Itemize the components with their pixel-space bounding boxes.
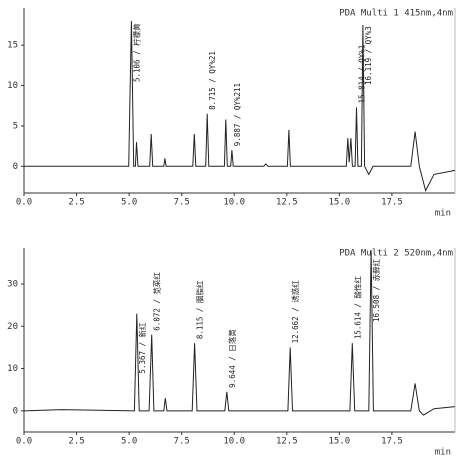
peak-label: 8.115 / 胭脂红 xyxy=(195,280,205,339)
peak-label: 16.508 / 赤藓红 xyxy=(371,258,381,322)
peak-label: 16.119 / QY%3 xyxy=(364,26,373,85)
x-tick-label: 12.5 xyxy=(276,437,298,447)
x-tick-label: 15.0 xyxy=(329,437,351,447)
peak-label: 9.887 / QY%211 xyxy=(233,83,242,146)
x-tick-label: 0.0 xyxy=(16,198,32,208)
x-tick-label: 5.0 xyxy=(121,437,137,447)
y-tick-label: 0 xyxy=(13,162,18,172)
chart-panel: 0 10 20 30 0.0 2.5 5.0 7.5 10.0 12.5 15.0 17.5 min PD… xyxy=(7,248,456,458)
trace xyxy=(24,20,456,192)
x-tick-label: 2.5 xyxy=(68,198,84,208)
x-tick-label: 15.0 xyxy=(329,198,351,208)
x-tick-label: 0.0 xyxy=(16,437,32,447)
peak-label: 9.644 / 日落黄 xyxy=(227,329,237,388)
chart-title: PDA Multi 1 415nm,4nm xyxy=(339,9,453,19)
peak-label: 15.814 / QY%1 xyxy=(357,45,366,104)
y-tick-label: 10 xyxy=(7,364,18,374)
y-tick-label: 30 xyxy=(7,279,18,289)
y-tick-label: 10 xyxy=(7,81,18,91)
x-tick-label: 7.5 xyxy=(174,198,190,208)
peak-label: 6.072 / 苋菜红 xyxy=(152,272,162,331)
x-tick-label: 10.0 xyxy=(223,437,245,447)
chart-title: PDA Multi 2 520nm,4nm xyxy=(339,249,453,259)
x-axis-label: min xyxy=(435,448,451,458)
y-tick-label: 20 xyxy=(7,322,18,332)
peak-label: 15.614 / 酸性红 xyxy=(352,276,362,340)
peak-label: 5.367 / 新红 xyxy=(137,322,147,374)
x-tick-label: 7.5 xyxy=(174,437,190,447)
y-tick-label: 15 xyxy=(7,41,18,51)
x-tick-label: 2.5 xyxy=(68,437,84,447)
x-axis-label: min xyxy=(435,209,451,219)
y-tick-label: 0 xyxy=(13,406,18,416)
y-tick-label: 5 xyxy=(13,121,18,131)
peak-label: 5.106 / 柠檬黄 xyxy=(131,23,141,82)
x-tick-label: 5.0 xyxy=(121,198,137,208)
trace xyxy=(23,250,456,416)
peak-label: 12.662 / 诱惑红 xyxy=(290,280,300,344)
chart-panel: 0 5 10 15 0.0 2.5 5.0 7.5 10.0 12.5 15.0 17.5 min PDA… xyxy=(7,8,456,219)
x-tick-label: 12.5 xyxy=(276,198,298,208)
x-tick-label: 17.5 xyxy=(381,437,403,447)
x-tick-label: 10.0 xyxy=(223,198,245,208)
x-tick-label: 17.5 xyxy=(381,198,403,208)
peak-label: 8.715 / QY%21 xyxy=(208,51,217,110)
